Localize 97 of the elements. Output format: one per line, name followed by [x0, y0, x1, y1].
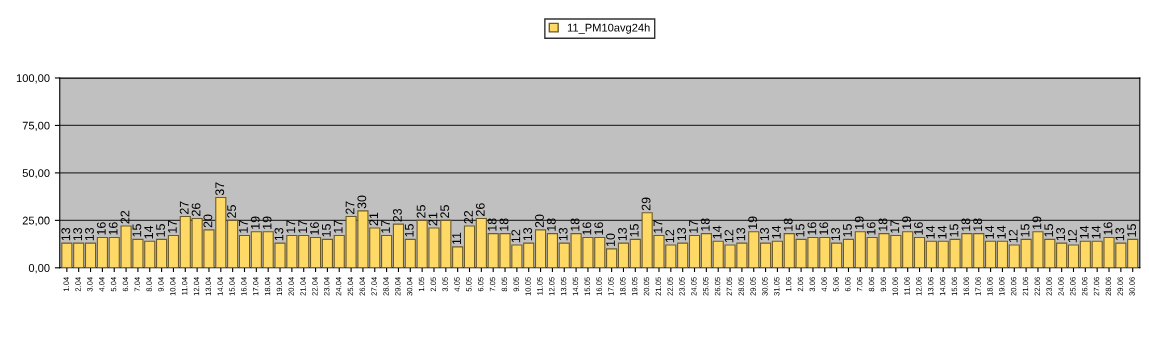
data-label: 16	[914, 222, 923, 235]
data-label: 18	[700, 218, 710, 231]
data-label: 17	[333, 220, 343, 233]
data-label: 13	[73, 227, 83, 241]
data-label: 13	[736, 227, 746, 241]
data-label: 13	[1115, 227, 1125, 241]
data-label: 15	[156, 224, 165, 237]
data-label: 14	[1079, 225, 1089, 239]
data-label: 26	[475, 203, 485, 216]
data-label: 13	[61, 227, 71, 241]
data-label: 14	[926, 225, 935, 239]
data-label: 13	[274, 227, 284, 241]
data-label: 15	[795, 224, 805, 237]
data-label: 16	[594, 222, 604, 235]
y-tick-label: 0,00	[28, 264, 50, 274]
data-label: 16	[866, 222, 876, 235]
data-label: 13	[523, 227, 533, 241]
data-label: 12	[724, 229, 734, 243]
data-label: 19	[1032, 216, 1042, 229]
data-label: 20	[535, 214, 544, 228]
data-label: 15	[1020, 224, 1030, 237]
data-label: 16	[1103, 222, 1113, 235]
data-label: 14	[985, 225, 994, 239]
data-label: 13	[617, 227, 627, 241]
data-label: 17	[653, 220, 663, 233]
data-label: 17	[890, 220, 900, 233]
data-label: 17	[286, 220, 296, 233]
data-label: 18	[570, 218, 580, 231]
data-label: 25	[227, 205, 237, 218]
data-label: 14	[997, 225, 1006, 239]
legend-label: 11_PM10avg24h	[567, 23, 650, 34]
data-label: 19	[262, 216, 272, 229]
data-label: 15	[843, 224, 852, 237]
data-label: 14	[937, 225, 947, 239]
data-label: 17	[689, 220, 698, 233]
data-label: 19	[250, 216, 260, 229]
data-label: 37	[215, 182, 225, 196]
data-label: 15	[1127, 224, 1137, 237]
data-label: 15	[404, 224, 414, 237]
data-label: 16	[96, 222, 106, 235]
data-label: 15	[629, 224, 639, 237]
data-label: 18	[499, 218, 509, 231]
data-label: 12	[511, 229, 521, 243]
data-label: 25	[416, 205, 426, 218]
data-label: 25	[440, 205, 450, 218]
data-label: 18	[783, 218, 793, 231]
data-label: 18	[878, 218, 888, 231]
y-tick-label: 25,00	[22, 216, 50, 226]
data-label: 15	[322, 224, 331, 237]
data-label: 13	[677, 227, 687, 241]
data-label: 19	[854, 216, 864, 229]
data-label: 21	[369, 212, 378, 226]
data-label: 22	[464, 210, 473, 224]
data-label: 17	[239, 220, 248, 233]
data-label: 29	[641, 197, 651, 211]
data-label: 17	[298, 220, 307, 233]
data-label: 14	[712, 225, 722, 239]
data-label: 14	[144, 225, 153, 239]
data-label: 12	[665, 229, 675, 243]
data-label: 27	[345, 201, 355, 215]
data-label: 18	[961, 218, 971, 231]
data-label: 22	[120, 210, 130, 224]
data-label: 14	[1091, 225, 1101, 239]
data-label: 30	[357, 195, 367, 209]
data-label: 12	[1067, 229, 1077, 243]
data-label: 18	[546, 218, 556, 231]
data-label: 15	[132, 224, 142, 237]
data-label: 19	[902, 216, 912, 229]
data-label: 26	[191, 203, 201, 216]
data-label: 13	[1056, 227, 1065, 241]
data-label: 19	[748, 216, 758, 229]
data-label: 13	[760, 227, 769, 241]
data-label: 20	[203, 214, 213, 228]
data-label: 18	[973, 218, 983, 231]
data-label: 16	[310, 222, 319, 235]
data-label: 21	[428, 212, 438, 226]
data-label: 13	[831, 227, 840, 241]
data-label: 16	[108, 222, 118, 235]
data-label: 17	[381, 220, 390, 233]
data-label: 16	[582, 222, 592, 235]
data-label: 11	[452, 232, 461, 245]
data-label: 15	[1044, 224, 1054, 237]
data-label: 17	[168, 220, 177, 233]
y-tick-label: 50,00	[22, 169, 50, 179]
data-label: 13	[558, 227, 568, 241]
data-label: 12	[1008, 229, 1018, 243]
y-tick-label: 75,00	[22, 121, 50, 131]
data-label: 18	[487, 218, 497, 231]
data-label: 27	[179, 201, 189, 215]
data-label: 10	[606, 233, 615, 246]
data-label: 16	[819, 222, 829, 235]
data-label: 16	[807, 222, 817, 235]
y-tick-label: 100,00	[16, 74, 50, 84]
data-label: 23	[392, 208, 402, 222]
data-label: 14	[772, 225, 781, 239]
data-label: 15	[949, 224, 959, 237]
data-label: 13	[85, 227, 94, 241]
